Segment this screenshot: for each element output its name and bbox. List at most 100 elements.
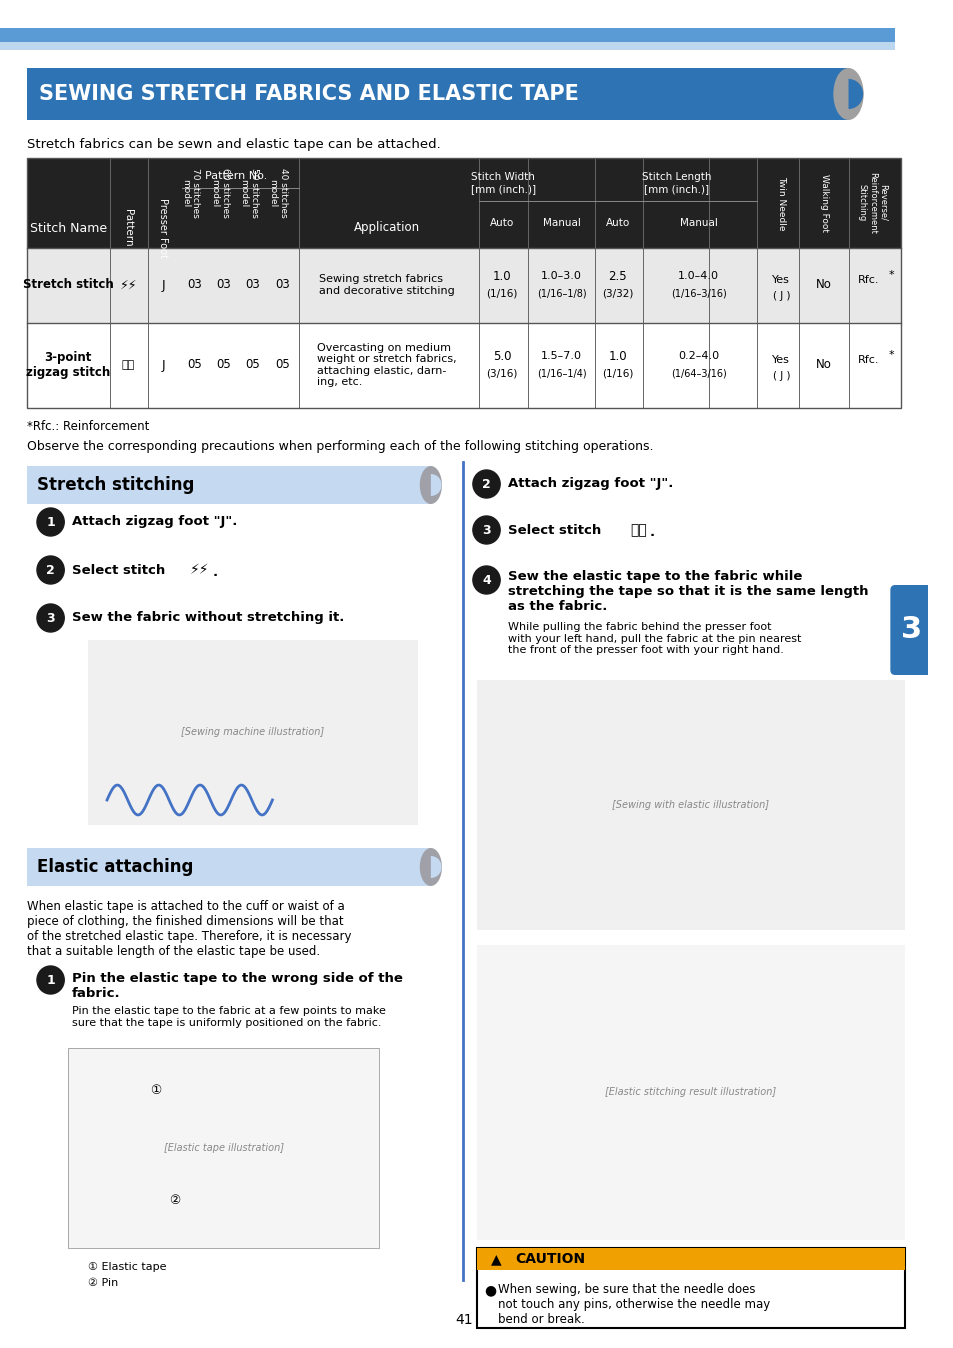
Circle shape [473, 566, 499, 594]
Text: Elastic attaching: Elastic attaching [37, 857, 193, 876]
Text: *: * [887, 350, 893, 360]
Text: Stretch stitch: Stretch stitch [23, 279, 113, 291]
Ellipse shape [833, 67, 862, 120]
Text: Pattern: Pattern [123, 209, 133, 247]
Text: 03: 03 [245, 279, 260, 291]
Text: 1: 1 [46, 515, 55, 528]
Text: Auto: Auto [605, 218, 629, 228]
Text: ① Elastic tape: ① Elastic tape [88, 1262, 166, 1273]
Text: (1/16–3/16): (1/16–3/16) [670, 288, 726, 299]
Text: (1/64–3/16): (1/64–3/16) [670, 369, 726, 379]
Text: 3: 3 [47, 612, 55, 624]
Text: Stitch Width
[mm (inch.)]: Stitch Width [mm (inch.)] [470, 173, 535, 194]
Text: Attach zigzag foot "J".: Attach zigzag foot "J". [71, 515, 237, 528]
Text: (3/16): (3/16) [486, 369, 517, 379]
Text: 1.0–4.0: 1.0–4.0 [678, 271, 719, 280]
Text: 3-point
zigzag stitch: 3-point zigzag stitch [26, 350, 111, 379]
Wedge shape [431, 856, 441, 878]
Ellipse shape [419, 466, 441, 504]
Circle shape [37, 604, 64, 632]
Text: 03: 03 [187, 279, 202, 291]
Text: 05: 05 [274, 359, 290, 372]
Text: 1.0–3.0: 1.0–3.0 [540, 271, 581, 280]
Text: Observe the corresponding precautions when performing each of the following stit: Observe the corresponding precautions wh… [28, 439, 653, 453]
Text: 50 stitches
model: 50 stitches model [239, 168, 258, 218]
Circle shape [473, 470, 499, 497]
Text: 〜〜: 〜〜 [630, 523, 647, 537]
Bar [28, 158, 901, 408]
Text: .: . [212, 566, 217, 580]
FancyBboxPatch shape [476, 1248, 904, 1270]
Text: 05: 05 [187, 359, 202, 372]
Text: No: No [816, 359, 831, 372]
FancyBboxPatch shape [476, 945, 904, 1240]
Text: When elastic tape is attached to the cuff or waist of a
piece of clothing, the f: When elastic tape is attached to the cuf… [28, 900, 352, 958]
Text: 60 stitches
model: 60 stitches model [210, 168, 230, 218]
Text: Stitch Length
[mm (inch.)]: Stitch Length [mm (inch.)] [640, 173, 710, 194]
Text: Stitch Name: Stitch Name [30, 221, 107, 235]
Bar [68, 1047, 379, 1248]
Text: 03: 03 [216, 279, 231, 291]
Text: ●: ● [484, 1283, 497, 1297]
Text: ▲: ▲ [491, 1252, 501, 1266]
Ellipse shape [419, 848, 441, 886]
Text: Reverse/
Reinforcement
Stitching: Reverse/ Reinforcement Stitching [857, 173, 887, 235]
Text: 3: 3 [481, 523, 491, 537]
Text: (1/16–1/4): (1/16–1/4) [537, 369, 586, 379]
Text: While pulling the fabric behind the presser foot
with your left hand, pull the f: While pulling the fabric behind the pres… [507, 621, 801, 655]
Text: ( J ): ( J ) [772, 371, 789, 381]
Text: 41: 41 [455, 1313, 473, 1326]
FancyBboxPatch shape [28, 466, 431, 504]
Text: Twin Needle: Twin Needle [776, 175, 785, 231]
Text: 1.0: 1.0 [608, 349, 626, 363]
FancyBboxPatch shape [28, 158, 901, 248]
FancyBboxPatch shape [68, 1047, 379, 1248]
Text: ⚡⚡: ⚡⚡ [190, 563, 209, 577]
Circle shape [473, 516, 499, 545]
Text: Presser Foot: Presser Foot [158, 198, 169, 257]
Text: Overcasting on medium
weight or stretch fabrics,
attaching elastic, darn-
ing, e: Overcasting on medium weight or stretch … [317, 342, 456, 387]
Text: (1/16): (1/16) [486, 288, 517, 299]
Wedge shape [431, 474, 441, 496]
Text: Sewing stretch fabrics
and decorative stitching: Sewing stretch fabrics and decorative st… [319, 274, 455, 295]
Wedge shape [847, 80, 862, 109]
Text: 2: 2 [481, 477, 491, 491]
Text: Stretch stitching: Stretch stitching [37, 476, 194, 493]
Text: Walking Foot: Walking Foot [819, 174, 828, 232]
Text: 0.2–4.0: 0.2–4.0 [678, 350, 719, 361]
Bar [476, 1248, 904, 1328]
Text: 2: 2 [46, 563, 55, 577]
Text: (3/32): (3/32) [601, 288, 633, 299]
Text: J: J [161, 359, 165, 372]
Text: 5.0: 5.0 [493, 349, 511, 363]
Text: Select stitch: Select stitch [71, 563, 170, 577]
Text: Select stitch: Select stitch [507, 523, 605, 537]
Text: ①: ① [150, 1084, 161, 1096]
Text: Rfc.: Rfc. [858, 275, 879, 284]
Text: ⚡⚡: ⚡⚡ [119, 279, 137, 291]
Text: Attach zigzag foot "J".: Attach zigzag foot "J". [507, 477, 673, 491]
Text: 05: 05 [216, 359, 231, 372]
FancyBboxPatch shape [476, 1248, 904, 1328]
Text: ②: ② [170, 1193, 180, 1206]
Text: 2.5: 2.5 [608, 270, 626, 283]
FancyBboxPatch shape [28, 158, 901, 408]
Text: 03: 03 [274, 279, 290, 291]
FancyBboxPatch shape [889, 585, 932, 675]
Text: 05: 05 [245, 359, 260, 372]
Text: Stretch fabrics can be sewn and elastic tape can be attached.: Stretch fabrics can be sewn and elastic … [28, 137, 440, 151]
Text: CAUTION: CAUTION [516, 1252, 585, 1266]
Text: 70 stitches
model: 70 stitches model [181, 168, 200, 218]
Text: Pin the elastic tape to the wrong side of the
fabric.: Pin the elastic tape to the wrong side o… [71, 972, 402, 1000]
Text: Auto: Auto [490, 218, 514, 228]
Text: Yes: Yes [772, 275, 789, 284]
Text: SEWING STRETCH FABRICS AND ELASTIC TAPE: SEWING STRETCH FABRICS AND ELASTIC TAPE [39, 84, 578, 104]
Text: ② Pin: ② Pin [88, 1278, 118, 1287]
Text: Manual: Manual [542, 218, 579, 228]
Text: (1/16–1/8): (1/16–1/8) [537, 288, 586, 299]
Text: J: J [161, 279, 165, 291]
Text: *: * [887, 270, 893, 280]
Text: [Sewing machine illustration]: [Sewing machine illustration] [181, 727, 324, 737]
Text: Rfc.: Rfc. [858, 355, 879, 365]
Text: 40 stitches
model: 40 stitches model [269, 168, 288, 218]
